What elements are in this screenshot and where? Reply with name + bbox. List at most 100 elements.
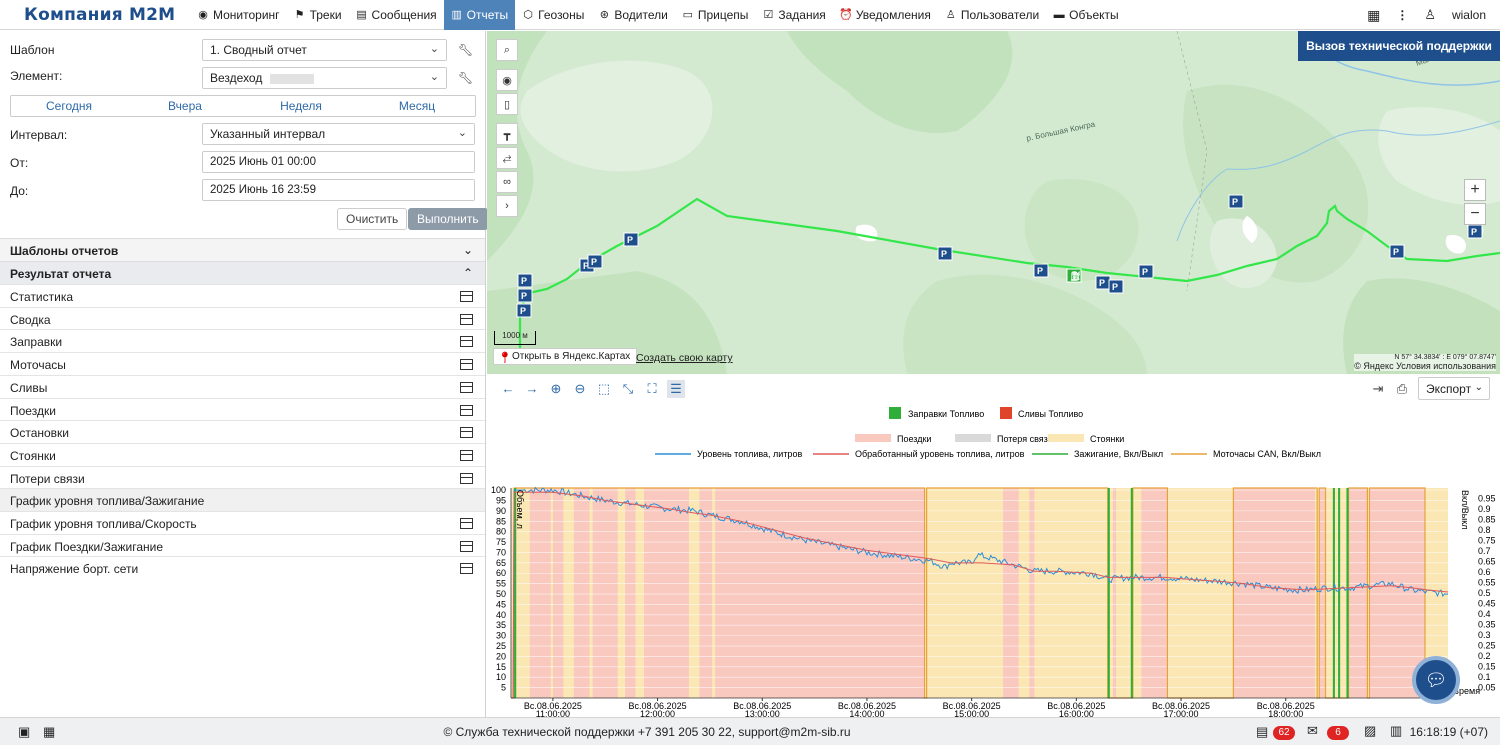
apps-grid-icon[interactable]: ▦	[43, 724, 56, 739]
result-item[interactable]: Стоянки	[0, 442, 485, 466]
template-select[interactable]: 1. Сводный отчет ⌄	[202, 39, 447, 61]
parking-marker[interactable]: P	[517, 273, 533, 288]
parking-marker[interactable]: P	[1467, 224, 1483, 239]
result-item[interactable]: Остановки	[0, 420, 485, 443]
result-item[interactable]: Заправки	[0, 329, 485, 352]
table-icon[interactable]	[460, 291, 473, 302]
result-item[interactable]: График уровня топлива/Зажигание	[0, 488, 485, 512]
print-icon[interactable]: ⎙	[1396, 381, 1408, 396]
nav-item-task[interactable]: ☑ Задания	[755, 0, 832, 30]
fit-icon[interactable]: ⛶	[647, 381, 657, 396]
nav-item-document[interactable]: ▤ Сообщения	[349, 0, 444, 30]
clear-button[interactable]: Очистить	[337, 208, 408, 230]
chat-button[interactable]: 💬︎	[1412, 656, 1460, 704]
support-call-button[interactable]: Вызов технической поддержки	[1298, 31, 1500, 61]
execute-button[interactable]: Выполнить	[408, 208, 488, 230]
wrench-icon[interactable]: 🔧︎	[458, 43, 474, 57]
parking-marker[interactable]: P	[937, 246, 953, 261]
nav-item-steering[interactable]: ⊛ Водители	[591, 0, 674, 30]
interval-select[interactable]: Указанный интервал ⌄	[202, 123, 475, 145]
nav-item-flag[interactable]: ⚑ Треки	[287, 0, 349, 30]
report-templates-section[interactable]: Шаблоны отчетов ⌄	[0, 238, 485, 261]
nav-item-user[interactable]: ♙ Пользователи	[938, 0, 1046, 30]
arrow-right-icon[interactable]: →	[525, 381, 539, 396]
zoom-out-button[interactable]: −	[1464, 203, 1486, 225]
parking-marker[interactable]: P	[1228, 194, 1244, 209]
export-to-report-icon[interactable]: ⇥	[1372, 381, 1384, 396]
result-item[interactable]: Сводка	[0, 306, 485, 330]
result-item[interactable]: Моточасы	[0, 352, 485, 375]
table-icon[interactable]	[460, 449, 473, 461]
report-result-section[interactable]: Результат отчета ⌃	[0, 261, 485, 284]
map-copyright-text[interactable]: © Яндекс Условия использования	[1354, 361, 1496, 371]
username[interactable]: wialon	[1451, 8, 1486, 22]
parking-marker[interactable]: P	[516, 303, 532, 318]
nav-item-bell[interactable]: ⏰ Уведомления	[833, 0, 938, 30]
parking-marker[interactable]: P	[1095, 275, 1111, 290]
table-icon[interactable]	[460, 336, 473, 348]
open-in-yandex-link[interactable]: 📍︎ Открыть в Яндекс.Картах	[493, 348, 638, 365]
ruler-icon[interactable]: ┳	[496, 123, 518, 145]
app-logo[interactable]: Компания M2M	[24, 4, 176, 25]
search-icon[interactable]: ⌕	[496, 39, 518, 61]
eye-icon[interactable]: ◉	[496, 69, 518, 91]
panel-icon[interactable]: ▥	[1390, 723, 1403, 738]
table-icon[interactable]	[460, 313, 473, 325]
legend-toggle-icon[interactable]: ☰	[667, 380, 685, 398]
arrow-left-icon[interactable]: ←	[501, 381, 515, 396]
fuel-fill-marker[interactable]: ⛽︎	[1066, 268, 1082, 283]
export-select[interactable]: Экспорт ⌄	[1418, 377, 1490, 400]
parking-marker[interactable]: P	[1033, 263, 1049, 278]
route-icon[interactable]: ⥄	[496, 147, 518, 169]
parking-marker[interactable]: P	[623, 232, 639, 247]
from-date-input[interactable]: 2025 Июнь 01 00:00	[202, 151, 475, 173]
table-icon[interactable]	[460, 472, 473, 484]
map-layers-icon[interactable]: ▯	[496, 93, 518, 115]
zoom-selection-icon[interactable]: ⬚	[597, 381, 611, 396]
parking-marker[interactable]: P	[517, 288, 533, 303]
distance-icon[interactable]: ∞	[496, 171, 518, 193]
parking-marker[interactable]: P	[1138, 264, 1154, 279]
parking-marker[interactable]: P	[1108, 279, 1124, 294]
zoom-in-button[interactable]: +	[1464, 179, 1486, 201]
tab-week[interactable]: Неделя	[280, 99, 322, 113]
nav-item-geofence[interactable]: ⬡ Геозоны	[515, 0, 591, 30]
layout-icon[interactable]: ▣	[18, 724, 31, 739]
result-item[interactable]: Потери связи	[0, 465, 485, 489]
chevron-right-icon[interactable]: ›	[496, 195, 518, 217]
tab-today[interactable]: Сегодня	[46, 99, 92, 113]
to-date-input[interactable]: 2025 Июнь 16 23:59	[202, 179, 475, 201]
parking-marker[interactable]: P	[1389, 244, 1405, 259]
mail-icon[interactable]: ✉	[1307, 723, 1318, 738]
table-icon[interactable]	[460, 404, 473, 416]
apps-grid-icon[interactable]: ▦	[1367, 6, 1381, 23]
element-select[interactable]: Вездеход ⌄	[202, 67, 447, 89]
table-icon[interactable]	[460, 518, 473, 529]
nav-item-eye[interactable]: ◉ Мониторинг	[190, 0, 287, 30]
user-icon[interactable]: ♙	[1424, 7, 1436, 22]
result-item[interactable]: Поездки	[0, 397, 485, 421]
table-icon[interactable]	[460, 563, 473, 575]
messages-icon[interactable]: ▤	[1256, 724, 1269, 739]
result-item[interactable]: График уровня топлива/Скорость	[0, 511, 485, 534]
result-item[interactable]: Статистика	[0, 284, 485, 307]
zoom-x-icon[interactable]: ⤡	[622, 381, 634, 396]
table-icon[interactable]	[460, 359, 473, 371]
fuel-chart[interactable]: Заправки Топливо Сливы Топливо Поездки Поте…	[487, 401, 1500, 719]
table-icon[interactable]	[460, 427, 473, 439]
wrench-icon[interactable]: 🔧︎	[458, 71, 474, 85]
result-item[interactable]: Напряжение борт. сети	[0, 556, 485, 579]
table-icon[interactable]	[460, 381, 473, 393]
nav-item-trailer[interactable]: ▭ Прицепы	[675, 0, 756, 30]
tab-yesterday[interactable]: Вчера	[168, 99, 202, 113]
image-icon[interactable]: ▨	[1364, 723, 1377, 738]
result-item[interactable]: Сливы	[0, 374, 485, 398]
nav-item-car[interactable]: ▬ Объекты	[1046, 0, 1126, 30]
parking-marker[interactable]: P	[587, 254, 603, 269]
zoom-in-icon[interactable]: ⊕	[550, 381, 562, 396]
map-view[interactable]: р. Большая Конгра Малая Конгра P P P P P…	[487, 31, 1500, 374]
create-map-link[interactable]: Создать свою карту	[636, 352, 733, 364]
nav-item-report[interactable]: ▥ Отчеты	[443, 0, 516, 30]
tab-month[interactable]: Месяц	[398, 99, 436, 113]
table-icon[interactable]	[460, 540, 473, 552]
